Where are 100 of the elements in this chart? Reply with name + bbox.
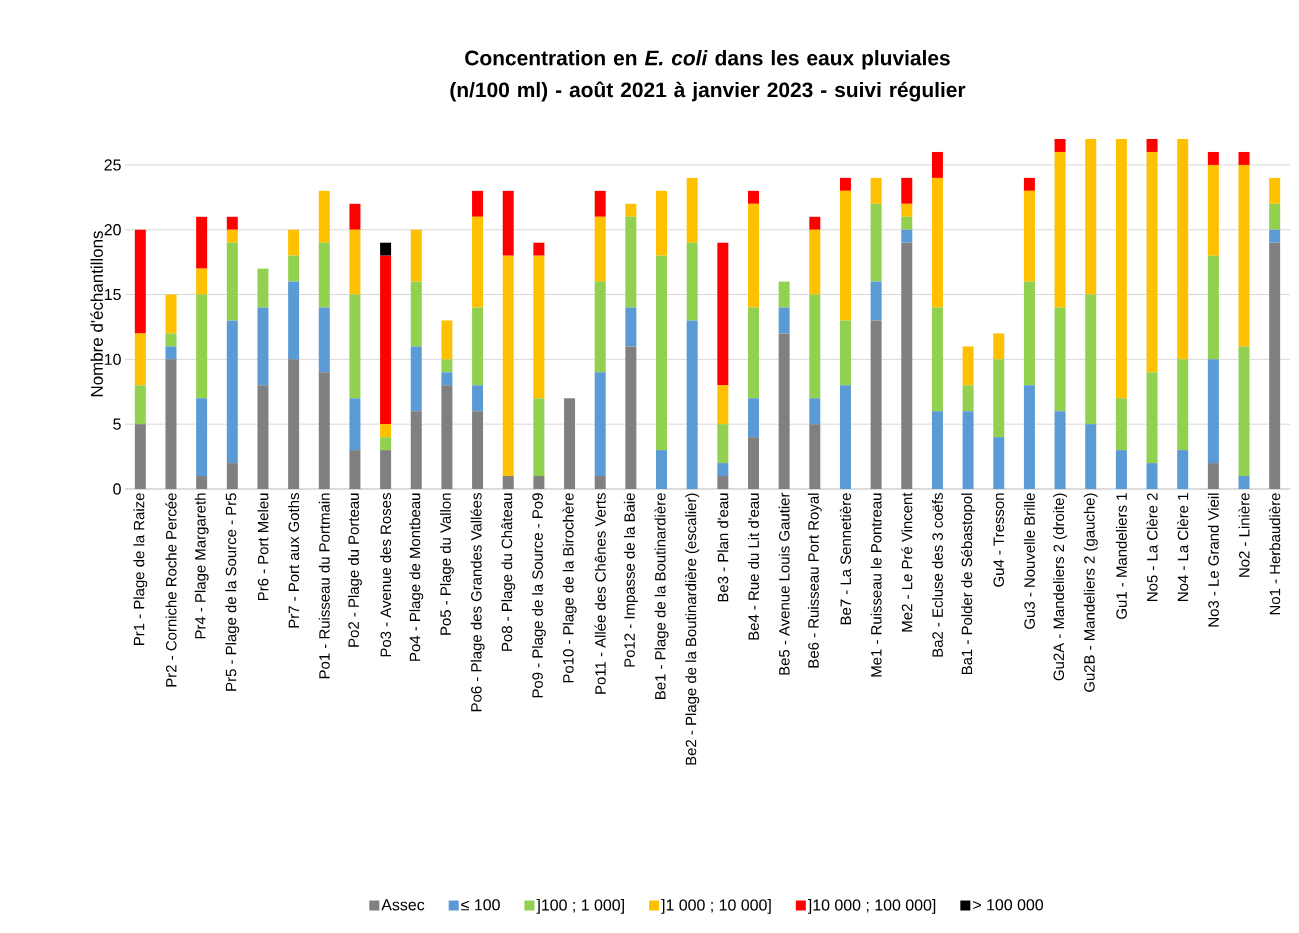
legend-label: > 100 000 xyxy=(973,899,1044,911)
x-tick-label: Po2 - Plage du Porteau xyxy=(347,493,362,647)
bar xyxy=(1054,151,1066,308)
bar xyxy=(962,385,974,412)
x-tick-label: No4 - La Clère 1 xyxy=(1177,493,1189,601)
bar xyxy=(901,242,913,489)
x-tick-label: Be6 - Ruisseau Port Royal xyxy=(807,493,822,668)
x-tick-label: Pr5 - Plage de la Source - Pr5 xyxy=(225,493,240,691)
bar xyxy=(1269,203,1281,230)
bar xyxy=(1023,385,1035,489)
y-tick-label: 20 xyxy=(104,224,121,236)
bar xyxy=(778,307,790,334)
x-tick-label: Ba2 - Ecluse des 3 coëfs xyxy=(931,493,943,657)
x-tick-label: Be1 - Plage de la Boutinardière xyxy=(654,493,669,699)
bar xyxy=(686,242,698,321)
bar xyxy=(717,242,729,386)
x-tick-label: Po6 - Plage des Grandes Vallées xyxy=(470,493,485,712)
legend-label: ]10 000 ; 100 000] xyxy=(807,898,936,914)
x-tick-label: Me2 - Le Pré Vincent xyxy=(901,492,913,632)
bar xyxy=(349,294,361,399)
bar xyxy=(533,255,545,399)
x-tick-label: Ba1 - Polder de Sébastopol xyxy=(961,493,976,675)
x-tick-label: Pr1 - Plage de la Raize xyxy=(133,493,148,645)
bar xyxy=(809,216,821,230)
bar xyxy=(288,281,300,360)
bar xyxy=(288,359,300,489)
bar xyxy=(962,346,974,386)
bar xyxy=(717,424,729,464)
bar xyxy=(747,203,759,308)
bar xyxy=(594,476,606,489)
bar xyxy=(380,242,392,256)
bar xyxy=(226,216,238,230)
legend-label: ]100 ; 1 000] xyxy=(536,898,624,914)
x-tick-label: No5 - La Clère 2 xyxy=(1146,493,1158,601)
x-tick-label: Po1 - Ruisseau du Portmain xyxy=(318,493,330,679)
bar xyxy=(472,385,484,412)
bar xyxy=(594,216,606,282)
x-tick-label: Pr2 - Corniche Roche Percée xyxy=(165,493,177,687)
bar xyxy=(288,255,300,282)
bar xyxy=(410,346,422,412)
bar xyxy=(1146,463,1158,489)
bar xyxy=(809,424,821,489)
bar xyxy=(502,476,514,489)
bar xyxy=(349,398,361,451)
chart-title: Concentration en E. coli dans les eaux pluviales (n/100 ml) - août 2021 à janvier 2023 - suivi régulier xyxy=(450,50,966,102)
bar xyxy=(1177,139,1189,360)
bar xyxy=(1269,242,1281,489)
bar xyxy=(441,359,453,373)
bar xyxy=(472,216,484,308)
bar xyxy=(1207,255,1219,360)
bar xyxy=(226,242,238,321)
bar xyxy=(196,476,208,489)
bar xyxy=(901,177,913,204)
bar xyxy=(839,320,851,386)
bar xyxy=(1054,307,1066,412)
bar xyxy=(717,476,729,489)
x-tick-label: Be3 - Plan d'eau xyxy=(717,493,729,602)
bar xyxy=(1054,411,1066,489)
x-tick-label: Pr6 - Port Meleu xyxy=(257,493,269,601)
bar xyxy=(594,190,606,217)
bar xyxy=(1023,281,1035,386)
y-tick-label: 15 xyxy=(104,288,121,301)
bar xyxy=(441,372,453,386)
x-tick-label: No2 - Linière xyxy=(1238,493,1250,577)
bar xyxy=(257,307,269,386)
bar xyxy=(809,294,821,399)
bar xyxy=(870,177,882,204)
bar xyxy=(625,346,637,489)
x-tick-label: Gu3 - Nouvelle Brille xyxy=(1023,493,1035,629)
legend-label: ≤ 100 xyxy=(461,899,500,911)
bar xyxy=(196,398,208,477)
bar xyxy=(717,463,729,477)
bar xyxy=(839,385,851,489)
bar xyxy=(380,450,392,489)
bar xyxy=(1115,139,1127,399)
x-tick-label: Me1 - Ruisseau le Pontreau xyxy=(870,493,882,677)
y-axis-title: Nombre d'échantillons xyxy=(90,231,103,397)
bar xyxy=(165,346,177,360)
bar xyxy=(1115,450,1127,489)
bar xyxy=(1177,450,1189,489)
bar xyxy=(931,307,943,412)
bar xyxy=(380,437,392,451)
y-tick-label: 0 xyxy=(113,483,121,495)
x-tick-label: No3 - Le Grand Vieil xyxy=(1207,493,1219,627)
bar xyxy=(1207,164,1219,256)
bar xyxy=(410,411,422,489)
x-tick-label: Pr4 - Plage Margareth xyxy=(194,493,209,639)
x-tick-label: Po10 - Plage de la Birochère xyxy=(562,493,577,683)
x-tick-label: Po4 - Plage de Montbeau xyxy=(409,493,424,661)
y-tick-label: 25 xyxy=(104,159,121,171)
bar xyxy=(656,255,668,451)
bar xyxy=(1207,151,1219,165)
bar xyxy=(686,177,698,243)
bar xyxy=(1054,139,1066,152)
bar xyxy=(1207,463,1219,489)
bar xyxy=(839,190,851,321)
bar xyxy=(686,320,698,489)
bar xyxy=(901,229,913,243)
bar xyxy=(134,385,146,425)
bar xyxy=(134,333,146,386)
